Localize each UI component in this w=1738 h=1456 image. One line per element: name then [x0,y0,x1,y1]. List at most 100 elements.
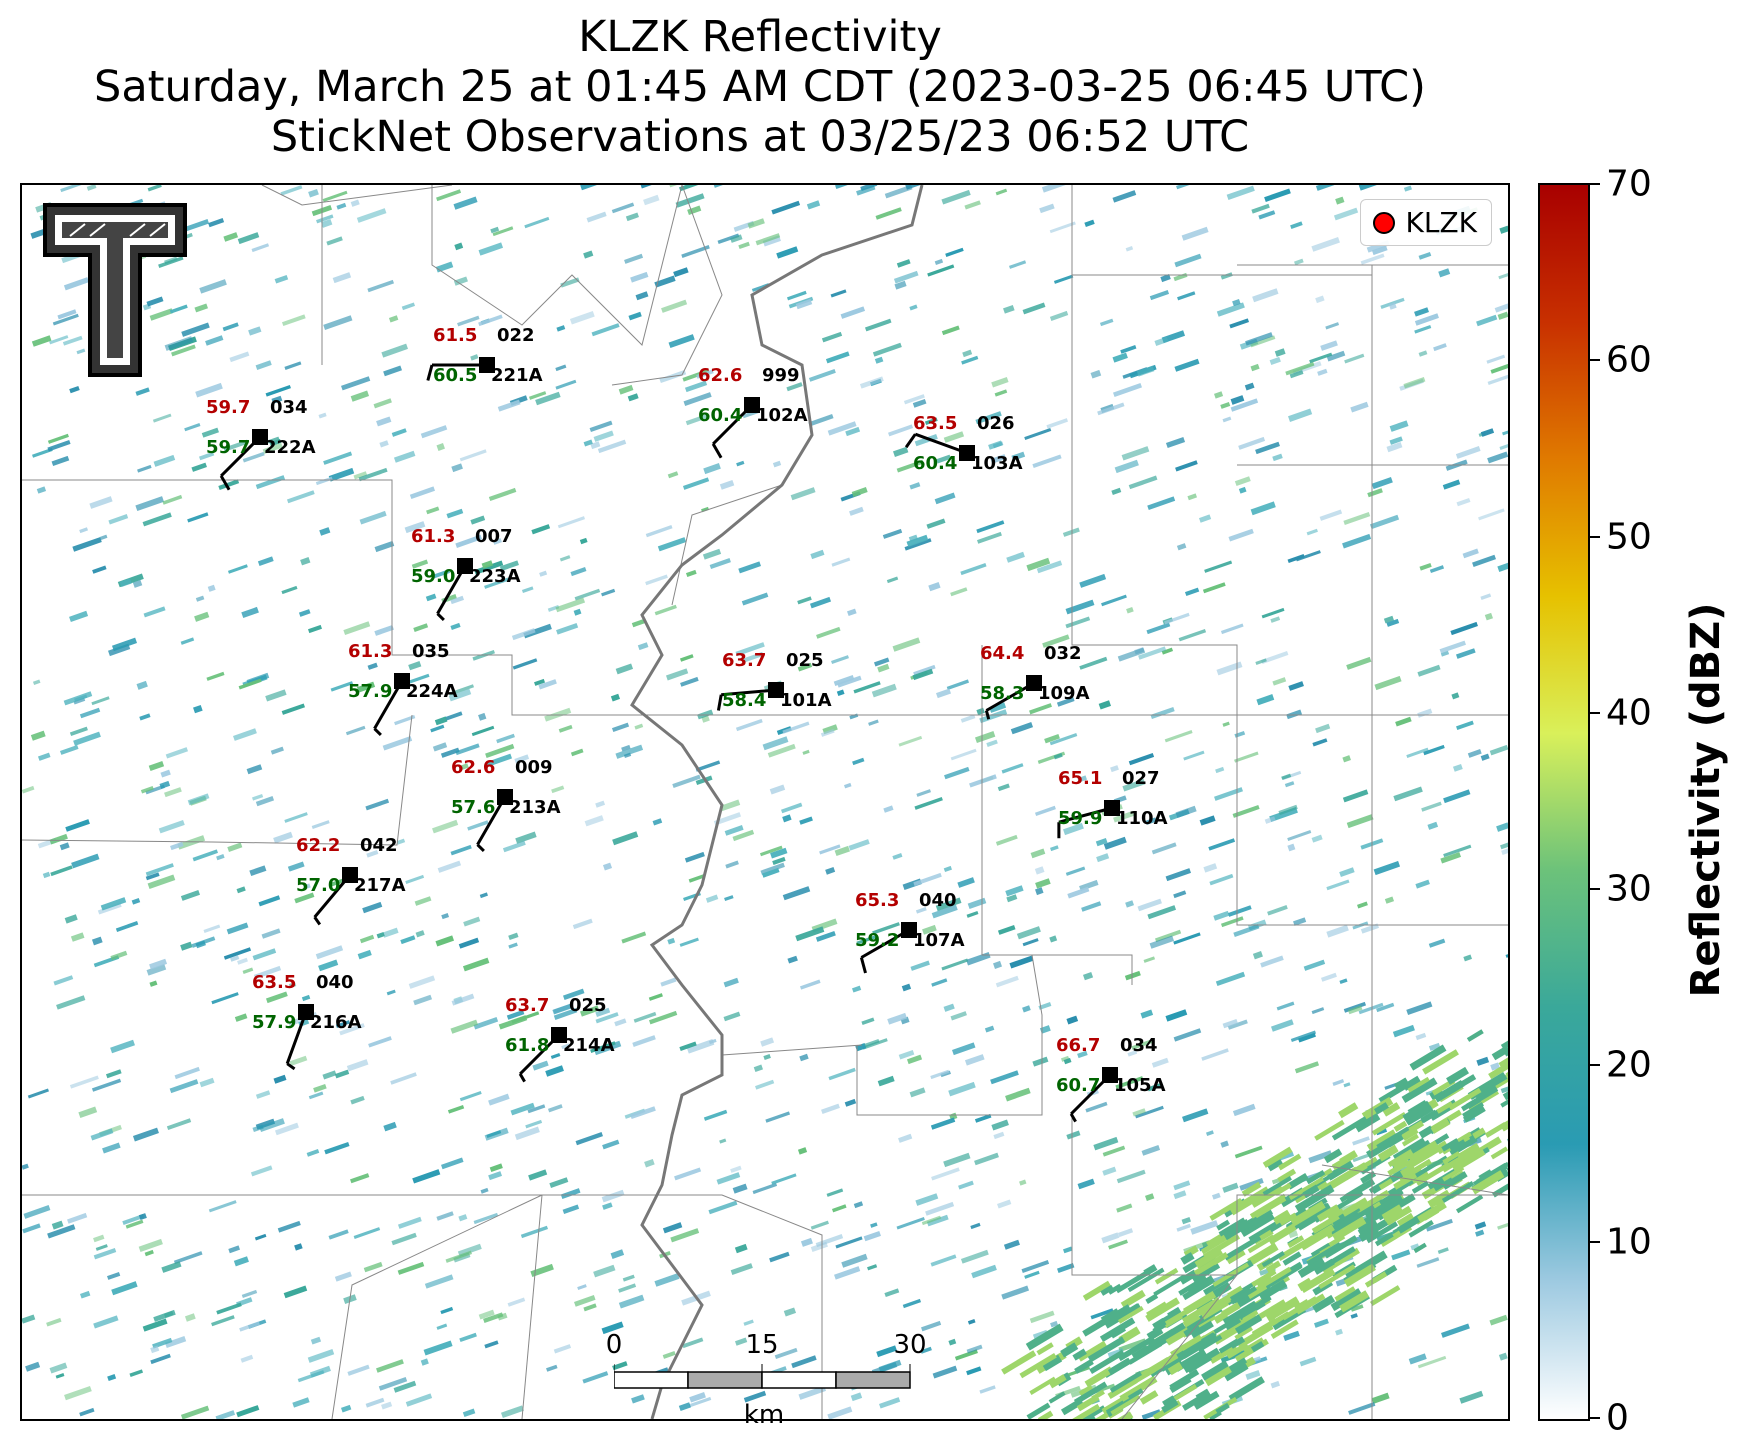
reflectivity-streak [1290,1201,1326,1227]
reflectivity-streak [1190,1320,1214,1339]
reflectivity-streak [1112,352,1128,363]
reflectivity-streak [253,965,282,980]
reflectivity-streak [906,534,929,547]
reflectivity-streak [984,1025,995,1033]
reflectivity-streak [834,1266,861,1280]
reflectivity-streak [246,672,270,686]
reflectivity-streak [1429,565,1445,574]
reflectivity-streak [1374,675,1402,691]
reflectivity-streak [574,588,601,601]
reflectivity-streak [957,877,975,888]
reflectivity-streak [27,1088,49,1099]
reflectivity-streak [383,365,403,377]
reflectivity-streak [160,769,171,778]
reflectivity-streak [633,1011,657,1023]
reflectivity-streak [1427,821,1439,830]
reflectivity-streak [22,1314,36,1324]
reflectivity-streak [958,1180,974,1190]
reflectivity-streak [436,443,445,451]
station-temperature: 59.7 [206,397,251,418]
reflectivity-streak [144,1249,154,1257]
reflectivity-streak [672,774,701,788]
reflectivity-streak [208,1200,237,1213]
reflectivity-streak [478,314,503,327]
reflectivity-streak [821,331,843,343]
reflectivity-streak [1443,844,1472,858]
reflectivity-streak [1113,383,1142,398]
reflectivity-streak [900,1016,910,1025]
reflectivity-streak [624,253,644,264]
reflectivity-streak [1419,562,1432,571]
station-id: 102A [756,405,808,426]
colorbar-tick-label: 0 [1606,1397,1629,1439]
reflectivity-streak [760,862,785,875]
map-panel[interactable]: KLZK 61.5 022 60.5 221A 59.7 034 59.7 222A 62.6 9… [20,183,1510,1421]
reflectivity-streak [294,892,315,904]
reflectivity-streak [336,202,347,210]
reflectivity-streak [708,1200,738,1215]
reflectivity-streak [928,582,941,592]
reflectivity-streak [950,1011,967,1021]
reflectivity-streak [470,354,479,361]
reflectivity-streak [102,1142,121,1154]
reflectivity-streak [1314,1318,1329,1328]
reflectivity-streak [32,679,41,686]
reflectivity-streak [480,1187,489,1194]
reflectivity-streak [458,763,469,771]
reflectivity-streak [283,1285,308,1299]
reflectivity-streak [1258,1279,1288,1301]
reflectivity-streak [1198,514,1212,523]
reflectivity-streak [205,335,224,346]
reflectivity-streak [595,1007,611,1017]
reflectivity-streak [1367,488,1383,498]
reflectivity-streak [995,975,1019,988]
reflectivity-streak [1331,1216,1367,1242]
reflectivity-streak [1162,1395,1177,1409]
reflectivity-streak [1433,343,1447,352]
reflectivity-streak [149,958,168,970]
colorbar-tick-mark [1588,183,1600,185]
reflectivity-streak [1311,834,1323,843]
reflectivity-streak [1065,866,1086,876]
reflectivity-streak [1214,787,1243,801]
reflectivity-streak [1401,1133,1419,1147]
reflectivity-streak [1415,1032,1427,1041]
reflectivity-streak [873,657,890,667]
reflectivity-streak [69,1075,99,1089]
reflectivity-streak [307,1349,335,1363]
reflectivity-streak [602,862,613,871]
station-id: 221A [491,365,543,386]
reflectivity-streak [1145,1193,1155,1202]
reflectivity-streak [323,451,353,465]
reflectivity-streak [1228,528,1254,542]
river-line [630,185,924,1419]
reflectivity-streak [1474,1221,1487,1230]
reflectivity-streak [1120,1289,1146,1309]
wind-barb-flag [518,1073,526,1083]
reflectivity-streak [934,492,956,505]
reflectivity-streak [1107,1283,1122,1295]
reflectivity-streak [1175,460,1198,472]
reflectivity-streak [1096,853,1110,863]
reflectivity-streak [1408,1219,1434,1238]
station-temperature: 63.7 [722,650,767,671]
reflectivity-streak [1250,335,1276,348]
reflectivity-streak [323,315,353,331]
reflectivity-streak [1184,587,1200,597]
reflectivity-streak [350,199,360,207]
reflectivity-streak [772,460,782,468]
reflectivity-streak [459,449,487,462]
reflectivity-streak [233,1256,249,1267]
reflectivity-streak [467,820,489,831]
reflectivity-streak [326,236,343,246]
reflectivity-streak [1499,225,1508,234]
reflectivity-streak [1230,1285,1257,1305]
reflectivity-streak [948,1338,957,1346]
reflectivity-streak [216,854,225,861]
reflectivity-streak [586,211,607,223]
station-id: 107A [913,930,965,951]
reflectivity-streak [986,739,998,747]
reflectivity-streak [180,941,193,951]
station-pressure: 022 [497,325,535,346]
reflectivity-streak [1251,203,1270,214]
